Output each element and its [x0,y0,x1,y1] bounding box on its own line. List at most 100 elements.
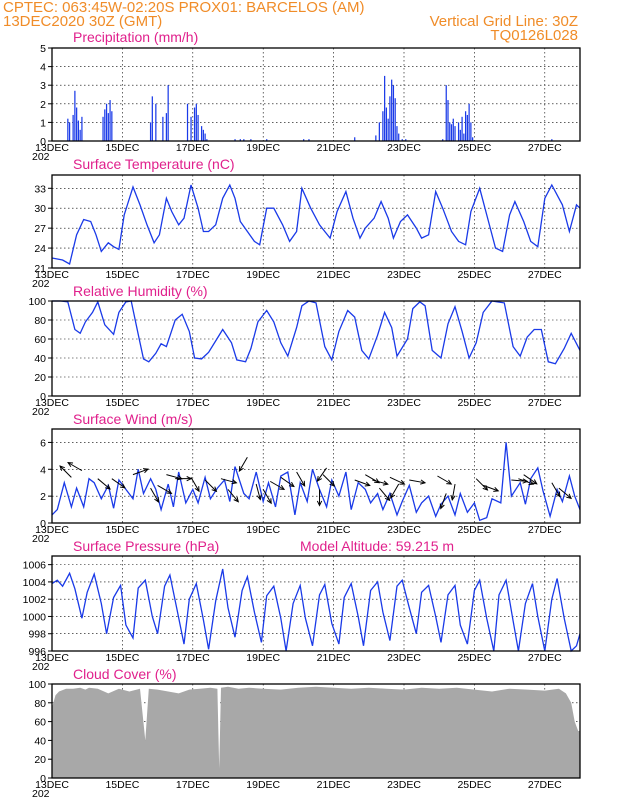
y-tick-label: 6 [40,437,46,449]
y-tick-label: 33 [34,183,46,195]
wind-title: Surface Wind (m/s) [73,411,193,427]
precip-bar [392,85,395,141]
y-tick-label: 1004 [23,577,47,589]
y-tick-label: 0 [40,518,46,530]
precip-bar [151,96,153,141]
precip-bar [452,118,454,141]
y-tick-label: 21 [34,263,46,275]
precip-bar [391,79,393,141]
wind-vector-arrow [296,471,306,487]
wind-vector-arrow [316,467,327,482]
precip-bar [165,113,168,141]
precip-bar [394,98,396,141]
y-tick-label: 4 [40,464,46,476]
panel-wind: Surface Wind (m/s) 0 2 4 6 13DEC 15DEC 17DEC 19D… [32,411,581,545]
pressure-title: Surface Pressure (hPa) [73,538,219,554]
precip-bar [204,133,206,141]
y-tick-label: 100 [28,296,46,308]
y-tick-label: 5 [40,43,46,55]
y-tick-label: 1000 [23,611,47,623]
precip-bar [105,103,108,141]
x-date-label: 15DEC [105,269,139,281]
y-tick-label: 996 [28,646,46,658]
wind-vector-arrow [132,468,150,476]
x-date-label: 19DEC [246,142,280,154]
precip-bar [77,120,80,141]
y-tick-label: 2 [40,99,46,111]
precip-bar [202,129,204,141]
panel-precipitation: Precipitation (mm/h) 0 1 2 3 4 5 13DEC 15DEC 17DE… [32,29,581,163]
year-label: 202 [32,406,50,418]
panel-cloud: Cloud Cover (%) 0 20 40 60 80 100 13DEC 15DEC 17D… [28,666,581,800]
precip-bar [354,137,356,141]
plot-frame [51,300,581,397]
year-label: 202 [32,533,50,545]
wind-vector-arrow [59,465,72,478]
x-date-label: 21DEC [317,397,351,409]
humidity-title: Relative Humidity (%) [73,283,208,299]
year-label: 202 [32,788,50,800]
year-label: 202 [32,151,50,163]
y-tick-label: 1 [40,117,46,129]
precip-bar [445,85,447,141]
precip-bar [378,122,380,141]
precip-bar [457,122,460,141]
x-date-label: 25DEC [457,524,491,536]
precip-bar [107,113,109,141]
precip-bar [396,126,398,141]
x-date-label: 25DEC [457,397,491,409]
wind-vector-arrow [67,462,83,472]
precip-bar [449,122,451,141]
x-date-label: 15DEC [105,652,139,664]
x-date-label: 17DEC [176,397,210,409]
x-date-label: 19DEC [246,524,280,536]
y-tick-label: 1002 [23,594,47,606]
precip-bar [389,96,391,141]
x-date-label: 13DEC [35,269,69,281]
x-date-label: 17DEC [176,652,210,664]
wind-vector-arrow [558,487,573,500]
model-id: TQ0126L028 [490,27,578,44]
y-tick-label: 60 [34,717,46,729]
precip-bar [72,114,74,141]
precip-bar [79,129,81,141]
y-tick-label: 30 [34,203,46,215]
precip-bar [472,137,474,141]
precip-bar [375,135,377,141]
precip-bar [195,103,197,141]
temperature-series-line [51,183,581,265]
plot-frame [51,428,581,524]
precip-bar [398,133,400,141]
wind-vector-arrow [175,476,193,482]
x-date-label: 23DEC [387,269,421,281]
wind-vector-arrow [518,478,535,486]
x-date-label: 19DEC [246,397,280,409]
y-tick-label: 24 [34,243,46,255]
x-date-label: 21DEC [317,524,351,536]
year-label: 202 [32,661,50,673]
panel-pressure: Surface Pressure (hPa) Model Altitude: 59… [23,538,581,673]
precip-bar [454,126,456,141]
model-altitude-note: Model Altitude: 59.215 m [300,538,454,554]
precip-bar [401,139,403,141]
precip-bar [384,75,386,141]
x-date-label: 15DEC [105,397,139,409]
station-title: CPTEC: 063:45W-02:20S PROX01: BARCELOS (… [3,0,365,16]
wind-vector-arrow [551,482,561,498]
wind-vector-arrow [220,478,238,485]
wind-vector-arrow [150,487,160,503]
wind-vector-arrow [280,476,295,488]
precip-bar [162,116,164,141]
precip-bar [459,129,461,141]
wind-vector-arrow [97,478,111,490]
wind-vector-arrow [389,476,406,485]
temperature-title: Surface Temperature (nC) [73,156,235,172]
wind-vector-arrow [255,483,262,501]
precip-bar [200,126,203,141]
y-tick-label: 0 [40,136,46,148]
x-date-label: 19DEC [246,269,280,281]
x-date-label: 27DEC [528,142,562,154]
precip-bar [102,116,104,141]
y-tick-label: 4 [40,62,46,74]
